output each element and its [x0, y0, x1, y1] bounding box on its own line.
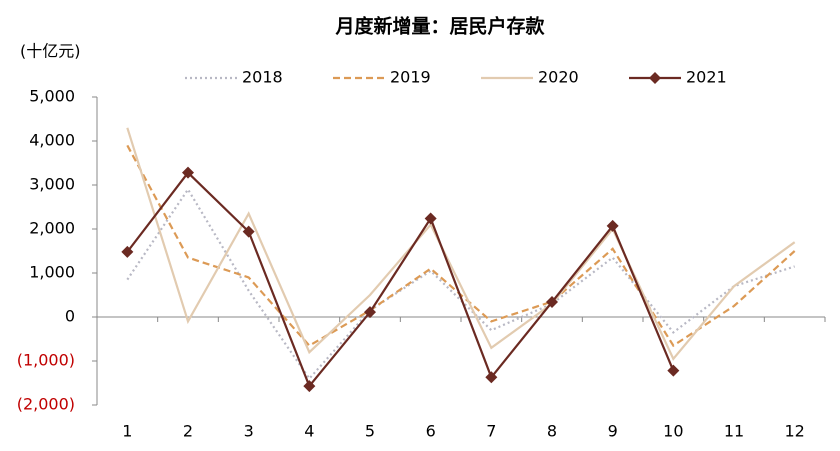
- x-tick-label: 7: [486, 422, 496, 441]
- y-tick-label: (2,000): [17, 395, 75, 414]
- x-tick-label: 4: [304, 422, 314, 441]
- legend-label: 2021: [686, 68, 727, 87]
- marker: [364, 306, 376, 319]
- x-tick-label: 3: [244, 422, 254, 441]
- y-tick-label: 1,000: [29, 263, 75, 282]
- x-tick-label: 5: [365, 422, 375, 441]
- legend-label: 2018: [242, 68, 283, 87]
- marker: [485, 371, 498, 384]
- marker: [182, 166, 194, 179]
- marker: [121, 245, 134, 258]
- marker: [546, 296, 558, 309]
- y-tick-label: (1,000): [17, 351, 75, 370]
- x-tick-label: 9: [608, 422, 618, 441]
- x-tick-label: 1: [122, 422, 132, 441]
- x-tick-label: 11: [724, 422, 744, 441]
- y-tick-label: 5,000: [29, 87, 75, 106]
- chart-title: 月度新增量：居民户存款: [334, 15, 545, 38]
- x-tick-label: 6: [426, 422, 436, 441]
- series-line: [126, 171, 675, 389]
- series-line: [126, 127, 796, 361]
- marker: [667, 364, 680, 377]
- series-line: [126, 144, 796, 348]
- y-tick-label: 0: [65, 307, 75, 326]
- y-tick-label: 2,000: [29, 219, 75, 238]
- marker: [606, 219, 619, 232]
- x-tick-label: 2: [183, 422, 193, 441]
- y-tick-label: 4,000: [29, 131, 75, 150]
- x-tick-label: 8: [547, 422, 557, 441]
- legend-label: 2020: [538, 68, 579, 87]
- legend-marker: [649, 72, 661, 84]
- x-tick-label: 12: [784, 422, 804, 441]
- marker: [424, 212, 437, 225]
- legend-label: 2019: [390, 68, 431, 87]
- marker: [303, 380, 316, 393]
- x-tick-label: 10: [663, 422, 683, 441]
- y-tick-label: 3,000: [29, 175, 75, 194]
- y-axis-label: (十亿元): [20, 42, 81, 61]
- marker: [242, 225, 255, 238]
